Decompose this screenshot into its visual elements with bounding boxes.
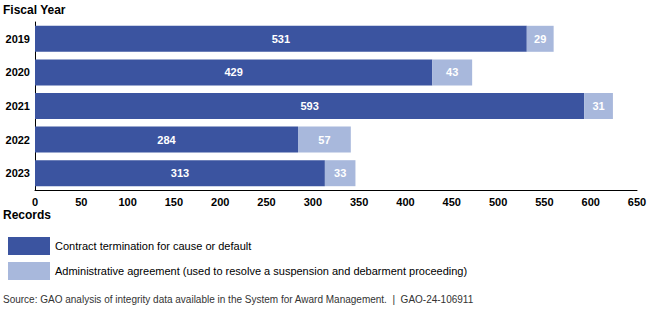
svg-text:550: 550 xyxy=(535,196,553,208)
svg-text:100: 100 xyxy=(118,196,136,208)
svg-text:284: 284 xyxy=(157,134,176,146)
svg-text:2020: 2020 xyxy=(6,66,30,78)
svg-text:31: 31 xyxy=(592,100,604,112)
svg-text:593: 593 xyxy=(300,100,318,112)
svg-text:Source: GAO analysis of integr: Source: GAO analysis of integrity data a… xyxy=(3,294,474,305)
svg-text:Administrative agreement (used: Administrative agreement (used to resolv… xyxy=(55,265,467,277)
svg-text:350: 350 xyxy=(350,196,368,208)
svg-text:33: 33 xyxy=(334,167,346,179)
svg-text:150: 150 xyxy=(165,196,183,208)
svg-text:Contract termination for cause: Contract termination for cause or defaul… xyxy=(55,240,251,252)
svg-text:0: 0 xyxy=(32,196,38,208)
svg-text:300: 300 xyxy=(304,196,322,208)
svg-text:2023: 2023 xyxy=(6,167,30,179)
svg-text:400: 400 xyxy=(396,196,414,208)
svg-text:500: 500 xyxy=(489,196,507,208)
svg-text:2022: 2022 xyxy=(6,134,30,146)
svg-text:313: 313 xyxy=(171,167,189,179)
svg-text:600: 600 xyxy=(582,196,600,208)
svg-text:650: 650 xyxy=(628,196,646,208)
svg-text:57: 57 xyxy=(318,134,330,146)
svg-text:200: 200 xyxy=(211,196,229,208)
svg-text:531: 531 xyxy=(272,33,290,45)
svg-text:Fiscal Year: Fiscal Year xyxy=(3,3,66,17)
svg-text:429: 429 xyxy=(224,66,242,78)
svg-text:50: 50 xyxy=(75,196,87,208)
svg-text:2019: 2019 xyxy=(6,33,30,45)
svg-text:29: 29 xyxy=(534,33,546,45)
svg-text:Records: Records xyxy=(3,208,51,222)
svg-text:250: 250 xyxy=(257,196,275,208)
svg-text:43: 43 xyxy=(446,66,458,78)
svg-text:450: 450 xyxy=(443,196,461,208)
svg-text:2021: 2021 xyxy=(6,100,30,112)
